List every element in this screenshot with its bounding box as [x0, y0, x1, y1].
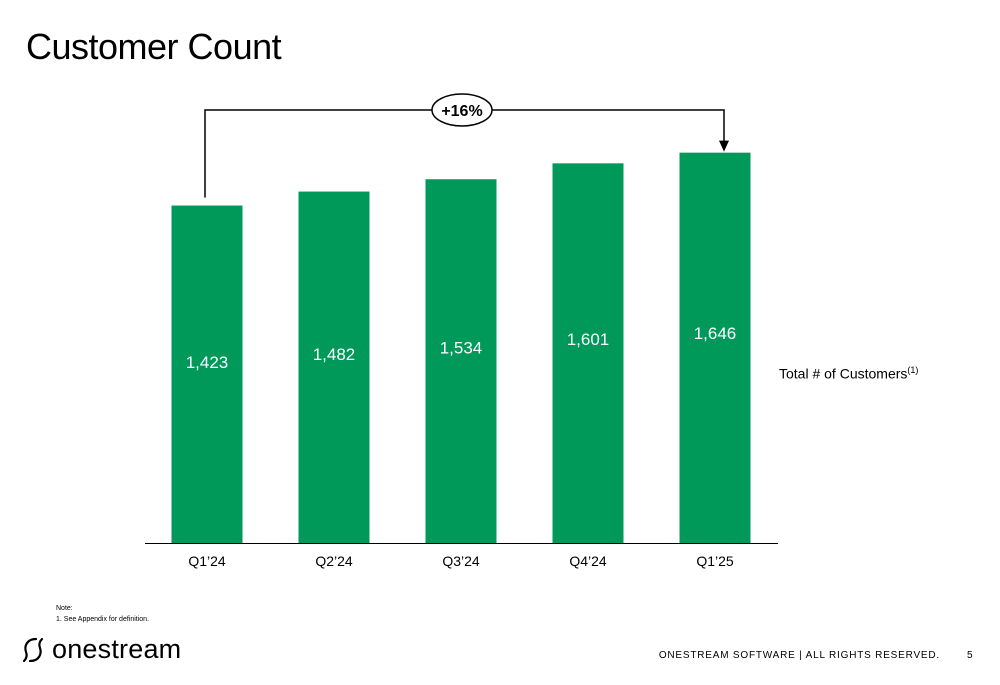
- bar-value-label: 1,534: [440, 339, 483, 358]
- bar-value-label: 1,601: [567, 330, 610, 349]
- page-number: 5: [967, 650, 973, 661]
- footer-copyright: ONESTREAM SOFTWARE | ALL RIGHTS RESERVED…: [658, 650, 940, 661]
- bar-3: [552, 163, 624, 543]
- bar-value-label: 1,646: [694, 324, 737, 343]
- note-heading: Note:: [56, 605, 73, 612]
- logo-wordmark: onestream: [52, 634, 182, 664]
- page-title: Customer Count: [26, 26, 282, 67]
- bar-2: [425, 179, 497, 544]
- bar-1: [298, 191, 370, 543]
- bar-4: [679, 152, 751, 544]
- growth-badge-label: +16%: [441, 103, 482, 120]
- onestream-logo-icon: [22, 637, 44, 662]
- bars-group: 1,423 1,482 1,534 1,601 1,646: [171, 152, 751, 544]
- series-label: Total # of Customers(1): [779, 365, 918, 382]
- x-tick-labels: Q1’24 Q2’24 Q3’24 Q4’24 Q1’25: [188, 553, 734, 569]
- x-tick-label: Q4’24: [569, 553, 607, 569]
- company-logo: onestream: [22, 634, 181, 665]
- note-item: 1. See Appendix for definition.: [56, 616, 150, 623]
- footnote: Note: 1. See Appendix for definition.: [56, 603, 149, 625]
- series-label-text: Total # of Customers: [779, 365, 908, 382]
- growth-annotation: +16%: [204, 93, 729, 198]
- bar-value-label: 1,423: [186, 353, 229, 372]
- x-tick-label: Q1’25: [696, 553, 734, 569]
- arrow-head-icon: [719, 140, 729, 152]
- x-tick-label: Q3’24: [442, 553, 480, 569]
- footnote-marker: (1): [907, 365, 919, 375]
- growth-badge: [431, 93, 493, 127]
- x-tick-label: Q2’24: [315, 553, 353, 569]
- bar-value-label: 1,482: [313, 345, 356, 364]
- bar-0: [171, 205, 243, 543]
- x-tick-label: Q1’24: [188, 553, 226, 569]
